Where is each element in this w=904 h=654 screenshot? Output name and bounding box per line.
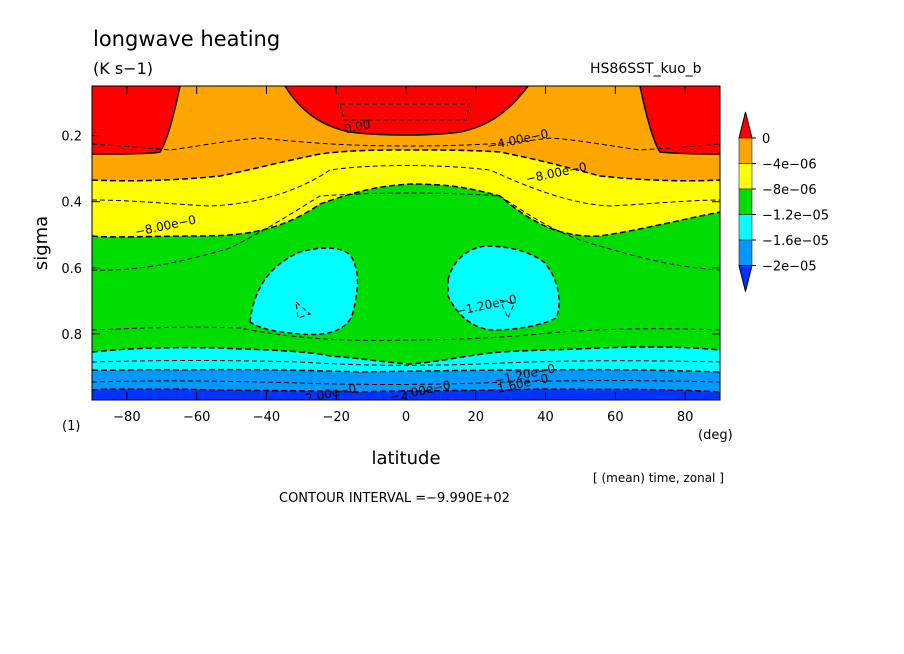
colorbar-top-arrow — [738, 111, 753, 139]
x-tick-label: −80 — [113, 410, 140, 425]
colorbar: 0 −4e−06 −8e−06 −1.2e−05 −1.6e−05 −2e−05 — [738, 111, 829, 292]
colorbar-swatch — [738, 163, 753, 190]
x-tick-label: 20 — [468, 410, 485, 425]
x-axis-title: latitude — [371, 448, 440, 469]
x-tick-label: 60 — [607, 410, 624, 425]
colorbar-swatch — [738, 188, 753, 215]
contour-solid-lines — [92, 86, 720, 155]
plot-area: 0.00 −4.00e−0−8.00e−0−8.00e−0−1.20e−0−1.2… — [92, 86, 720, 400]
y-tick-label: 0.8 — [61, 328, 82, 343]
contour-line — [295, 300, 311, 319]
contour-line-12e05 — [92, 346, 720, 365]
x-tick-label: −40 — [253, 410, 280, 425]
colorbar-label: 0 — [762, 132, 770, 147]
x-tick-label: −20 — [323, 410, 350, 425]
colorbar-label: −4e−06 — [762, 158, 817, 173]
colorbar-swatch — [738, 214, 753, 241]
x-unit-label: (deg) — [698, 428, 733, 443]
contour-label: 0.00 — [343, 117, 372, 136]
region-polar-and-tropopause — [92, 86, 180, 154]
colorbar-swatch — [738, 137, 753, 164]
contour-dashed-boundaries — [92, 149, 720, 393]
contour-line-16e05 — [92, 368, 720, 373]
contour-lines — [92, 103, 720, 385]
x-tick-label: −60 — [183, 410, 210, 425]
contour-line-8e06 — [92, 183, 720, 238]
contour-line-zero — [284, 86, 529, 136]
y-tick-label: 0.2 — [61, 130, 82, 145]
colorbar-label: −8e−06 — [762, 183, 817, 198]
contour-line-zero — [92, 86, 181, 155]
contour-interval-text: CONTOUR INTERVAL =−9.990E+02 — [279, 491, 510, 506]
contour-line-zero — [639, 86, 720, 155]
colorbar-label: −1.6e−05 — [762, 234, 829, 249]
contour-line-2e05 — [92, 388, 720, 393]
y-axis: 0.2 0.4 0.6 0.8 — [61, 130, 720, 343]
colorbar-label: −1.2e−05 — [762, 209, 829, 224]
x-tick-label: 40 — [537, 410, 554, 425]
contour-line — [339, 103, 471, 121]
units-label: (K s−1) — [93, 59, 153, 78]
x-tick-label: 0 — [402, 410, 410, 425]
region-tropical-tropopause — [285, 86, 528, 135]
chart-title: longwave heating — [93, 27, 280, 51]
contour-line — [92, 360, 720, 366]
averaging-note: [ (mean) time, zonal ] — [593, 471, 724, 485]
x-axis: −80 −60 −40 −20 0 20 40 60 80 — [113, 86, 693, 425]
y-axis-title: sigma — [31, 216, 52, 270]
panel-label: (1) — [62, 419, 80, 434]
contour-line — [92, 137, 720, 151]
contour-line — [92, 165, 720, 207]
contour-line — [92, 380, 720, 385]
colorbar-bottom-arrow — [738, 265, 753, 292]
contour-line-4e06 — [92, 149, 720, 182]
region-subtropical-north — [447, 245, 560, 331]
y-tick-label: 0.4 — [61, 196, 82, 211]
colorbar-label: −2e−05 — [762, 260, 817, 275]
run-label: HS86SST_kuo_b — [590, 61, 702, 77]
y-tick-label: 0.6 — [61, 262, 82, 277]
region-polar-north — [640, 86, 720, 154]
region-subtropical-south — [249, 247, 359, 336]
x-tick-label: 80 — [677, 410, 694, 425]
colorbar-swatch — [738, 239, 753, 266]
